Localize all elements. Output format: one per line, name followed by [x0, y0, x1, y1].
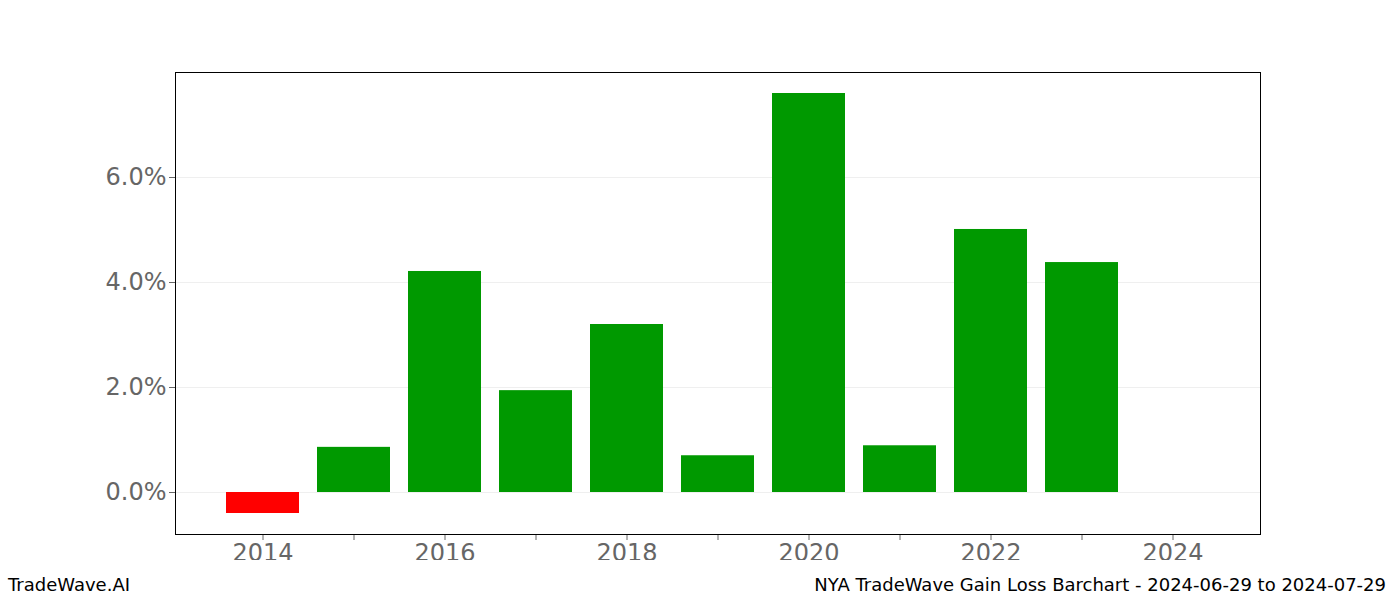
- svg-text:2022: 2022: [960, 539, 1021, 560]
- svg-text:2018: 2018: [596, 539, 657, 560]
- svg-text:2020: 2020: [778, 539, 839, 560]
- svg-text:4.0%: 4.0%: [106, 268, 167, 296]
- svg-text:2.0%: 2.0%: [106, 373, 167, 401]
- svg-text:2024: 2024: [1142, 539, 1203, 560]
- svg-text:2014: 2014: [232, 539, 293, 560]
- svg-text:0.0%: 0.0%: [106, 478, 167, 506]
- svg-text:6.0%: 6.0%: [106, 163, 167, 191]
- svg-text:2016: 2016: [414, 539, 475, 560]
- html-text:TradeWave.AI: TradeWave.AI: [8, 574, 130, 595]
- html-text:NYA TradeWave Gain Loss Barcha: NYA TradeWave Gain Loss Barchart - 2024-…: [814, 574, 1386, 595]
